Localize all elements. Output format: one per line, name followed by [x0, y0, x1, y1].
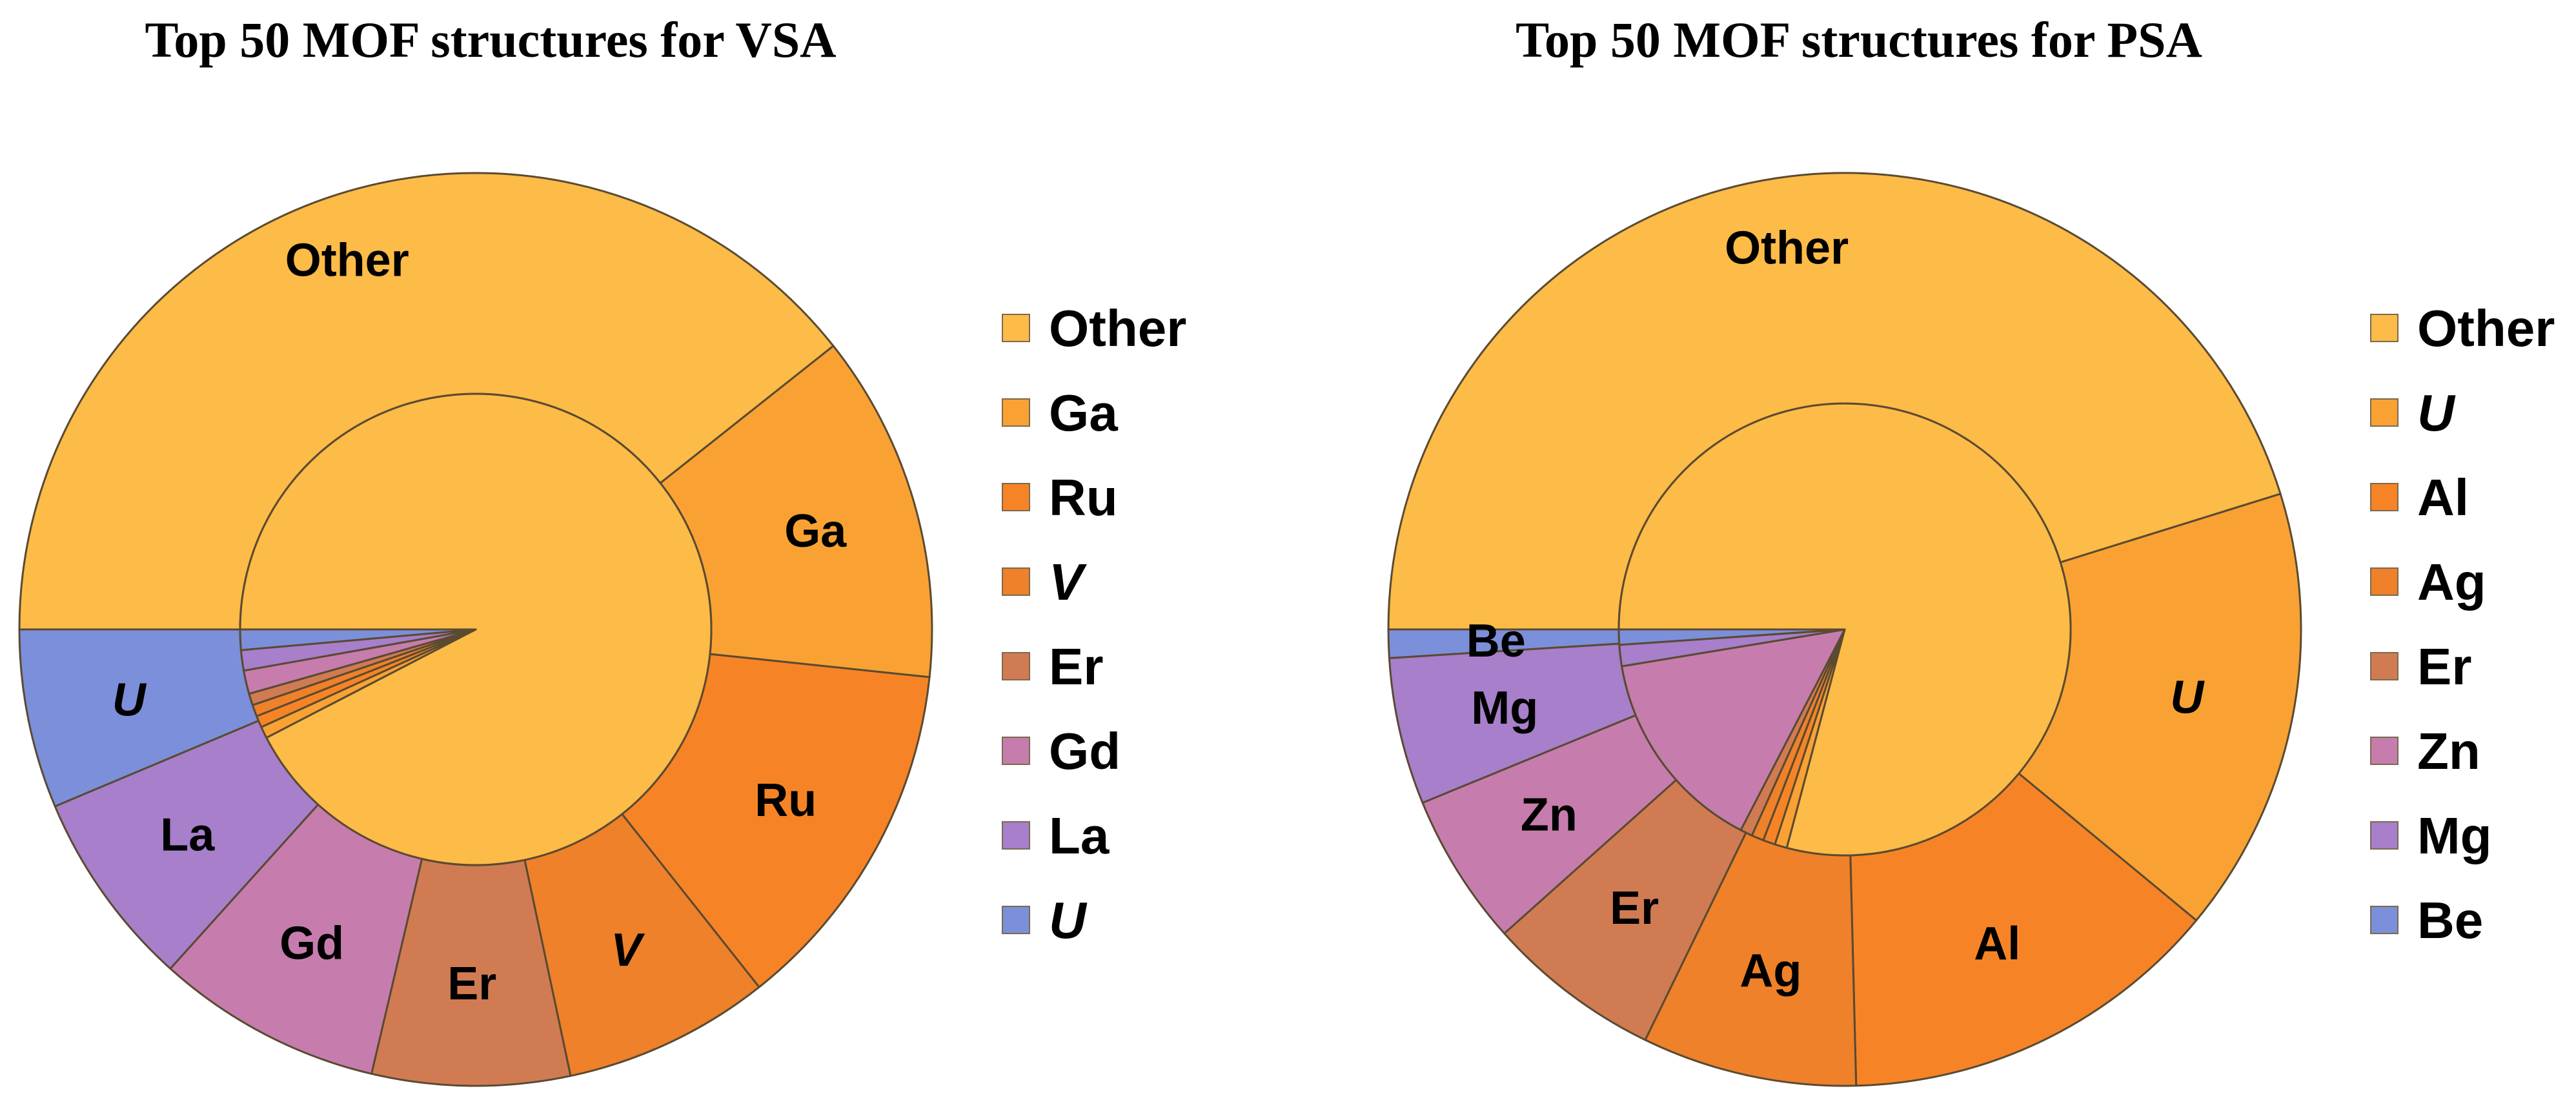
vsa-legend-swatch-ru	[1002, 483, 1030, 511]
vsa-legend-label-la: La	[1049, 807, 1110, 864]
vsa-legend-swatch-other	[1002, 314, 1030, 342]
psa-slice-label-zn: Zn	[1521, 790, 1577, 841]
psa-chart-title: Top 50 MOF structures for PSA	[1516, 12, 2202, 68]
vsa-slice-label-other: Other	[285, 235, 409, 287]
vsa-legend: Other Ga Ru V Er Gd La U	[1002, 300, 1186, 949]
vsa-legend-label-u: U	[1049, 892, 1088, 949]
vsa-legend-label-ru: Ru	[1049, 469, 1118, 526]
psa-slice-label-be: Be	[1466, 615, 1526, 667]
vsa-legend-swatch-gd	[1002, 737, 1030, 765]
vsa-chart: Top 50 MOF structures for VSA Other Ga Ru V…	[18, 12, 1186, 1087]
vsa-inner-slice-other	[239, 393, 713, 866]
psa-slice-label-mg: Mg	[1471, 682, 1538, 734]
vsa-slice-label-gd: Gd	[279, 918, 344, 970]
psa-slice-label-er: Er	[1610, 883, 1659, 934]
psa-legend-label-be: Be	[2417, 892, 2483, 949]
psa-legend-label-ag: Ag	[2417, 553, 2486, 611]
psa-legend-swatch-zn	[2370, 737, 2399, 765]
vsa-legend-label-gd: Gd	[1049, 722, 1121, 780]
vsa-chart-title: Top 50 MOF structures for VSA	[145, 12, 836, 68]
psa-legend-swatch-mg	[2370, 821, 2399, 850]
psa-inner-slice-other	[1618, 402, 2072, 857]
vsa-legend-label-v: V	[1049, 553, 1087, 611]
vsa-slice-label-er: Er	[447, 958, 496, 1010]
vsa-slice-label-v: V	[611, 924, 645, 976]
vsa-slice-label-u: U	[112, 674, 147, 726]
psa-inner-slice-be	[1618, 628, 1846, 646]
vsa-slice-labels: Other Ga Ru V Er Gd La U	[112, 235, 847, 1010]
vsa-outer-ring	[18, 172, 933, 1087]
vsa-slice-label-la: La	[160, 809, 215, 861]
psa-legend-swatch-er	[2370, 652, 2399, 680]
psa-legend-swatch-u	[2370, 398, 2399, 427]
psa-slice-label-u: U	[2170, 672, 2205, 724]
psa-slice-label-al: Al	[1974, 918, 2020, 970]
psa-legend: Other U Al Ag Er Zn Mg Be	[2370, 300, 2555, 949]
psa-legend-swatch-ag	[2370, 567, 2399, 596]
vsa-legend-swatch-ga	[1002, 398, 1030, 427]
psa-outer-ring	[1387, 172, 2302, 1087]
psa-legend-label-al: Al	[2417, 469, 2469, 526]
vsa-inner-slice-u	[239, 628, 477, 651]
psa-chart: Top 50 MOF structures for PSA Other U Al Ag…	[1387, 12, 2555, 1087]
psa-slice-label-ag: Ag	[1739, 945, 1801, 997]
psa-legend-label-mg: Mg	[2417, 807, 2492, 864]
psa-legend-label-other: Other	[2417, 300, 2555, 357]
vsa-legend-label-er: Er	[1049, 638, 1104, 695]
psa-legend-swatch-other	[2370, 314, 2399, 342]
psa-slice-label-other: Other	[1725, 222, 1849, 274]
psa-legend-label-zn: Zn	[2417, 722, 2480, 780]
vsa-legend-swatch-v	[1002, 567, 1030, 596]
vsa-legend-swatch-la	[1002, 821, 1030, 850]
psa-legend-label-er: Er	[2417, 638, 2472, 695]
vsa-legend-swatch-er	[1002, 652, 1030, 680]
vsa-legend-label-other: Other	[1049, 300, 1186, 357]
psa-inner-slice-zn	[1621, 628, 1846, 832]
psa-legend-swatch-al	[2370, 483, 2399, 511]
vsa-inner-pie	[239, 393, 713, 866]
psa-legend-swatch-be	[2370, 906, 2399, 934]
psa-inner-pie	[1618, 402, 2072, 857]
psa-legend-label-u: U	[2417, 384, 2456, 442]
vsa-legend-label-ga: Ga	[1049, 384, 1118, 442]
vsa-legend-swatch-u	[1002, 906, 1030, 934]
psa-slice-labels: Other U Al Ag Er Zn Mg Be	[1466, 222, 2206, 997]
vsa-slice-label-ga: Ga	[784, 505, 847, 557]
vsa-slice-label-ru: Ru	[755, 775, 816, 826]
